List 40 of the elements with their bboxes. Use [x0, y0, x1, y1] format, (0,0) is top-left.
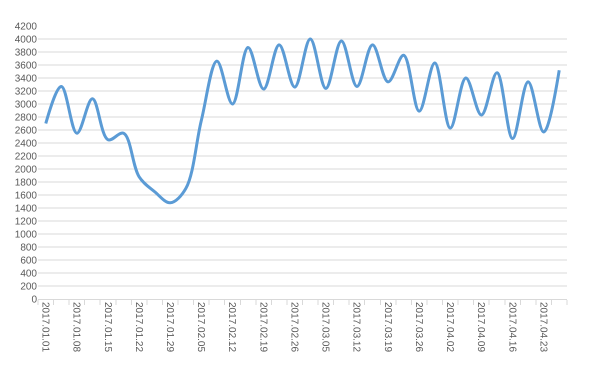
- x-tick-label: 2017.01.22: [132, 302, 144, 352]
- y-tick-label: 4000: [14, 34, 38, 46]
- y-tick-label: 1200: [14, 216, 38, 228]
- y-tick-label: 200: [20, 282, 38, 292]
- y-tick-label: 1000: [14, 230, 38, 240]
- y-tick-label: 1600: [14, 190, 38, 202]
- y-tick-label: 1400: [14, 204, 38, 214]
- y-tick-label: 0: [31, 294, 38, 306]
- x-tick-label: 2017.04.16: [506, 302, 518, 352]
- x-tick-label: 2017.01.15: [102, 302, 113, 352]
- x-tick-label: 2017.04.02: [444, 302, 456, 352]
- x-tick-label: 2017.04.23: [537, 302, 548, 352]
- x-tick-label: 2017.01.01: [40, 302, 51, 352]
- y-tick-label: 2200: [14, 152, 38, 162]
- y-tick-label: 800: [20, 242, 38, 254]
- y-tick-label: 400: [20, 268, 38, 280]
- y-tick-label: 2400: [14, 138, 38, 150]
- y-tick-label: 2800: [14, 112, 38, 124]
- y-tick-label: 2000: [14, 164, 38, 176]
- y-tick-label: 3600: [14, 60, 38, 72]
- y-tick-label: 3200: [14, 86, 38, 98]
- x-tick-label: 2017.01.08: [70, 302, 82, 352]
- x-tick-label: 2017.04.09: [475, 302, 486, 352]
- line-series: [44, 38, 561, 204]
- y-tick-label: 600: [20, 256, 38, 266]
- y-tick-label: 1800: [14, 178, 38, 188]
- x-tick-label: 2017.03.26: [412, 302, 424, 352]
- x-tick-label: 2017.02.12: [226, 302, 238, 352]
- y-tick-label: 3000: [14, 100, 38, 110]
- x-tick-label: 2017.03.12: [350, 302, 362, 352]
- x-tick-label: 2017.02.26: [288, 302, 300, 352]
- y-tick-label: 3400: [14, 74, 38, 84]
- x-tick-label: 2017.03.19: [382, 302, 393, 352]
- x-tick-label: 2017.01.29: [164, 302, 175, 352]
- y-tick-label: 2600: [14, 126, 38, 136]
- x-tick-label: 2017.03.05: [320, 302, 331, 352]
- x-tick-label: 2017.02.19: [257, 302, 268, 352]
- x-tick-label: 2017.02.05: [195, 302, 206, 352]
- y-tick-label: 3800: [14, 48, 38, 58]
- y-tick-label: 4200: [14, 22, 38, 32]
